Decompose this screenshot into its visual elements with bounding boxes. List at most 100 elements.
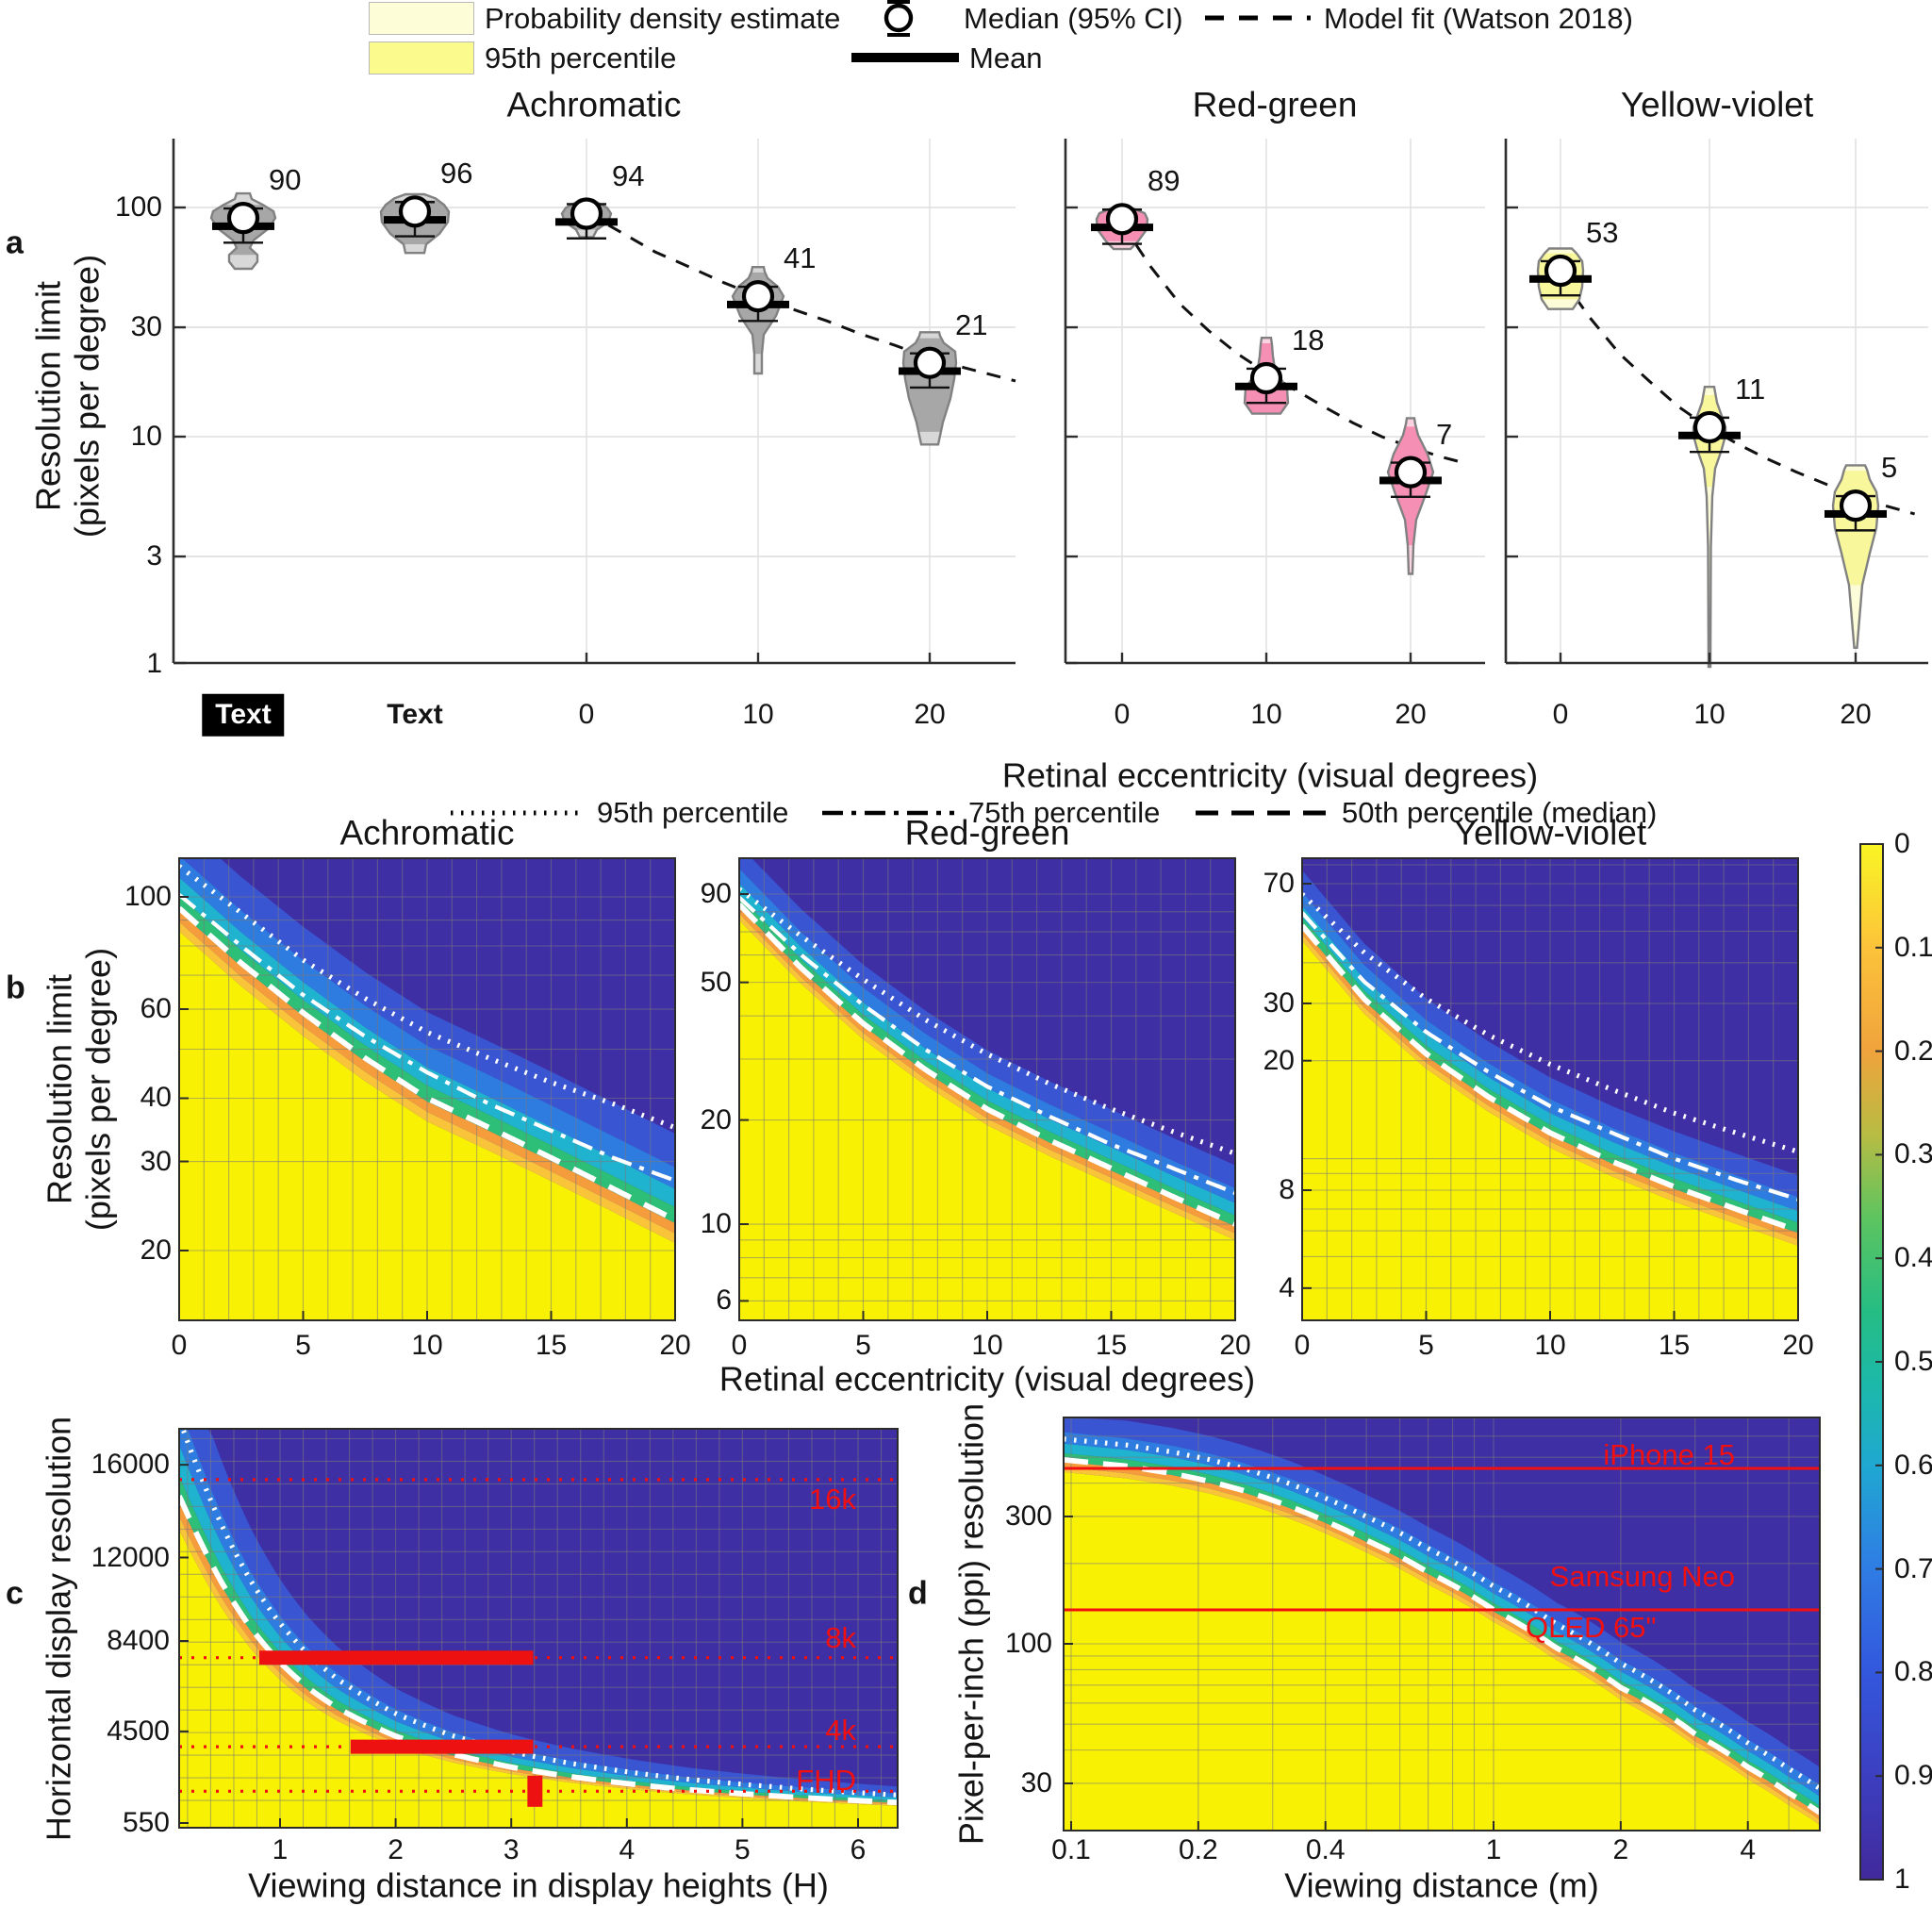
x-tick-label: 0 xyxy=(1114,698,1131,730)
violin-value-label: 96 xyxy=(440,157,473,191)
violin-value-label: 18 xyxy=(1292,323,1325,357)
heatmap-1 xyxy=(736,857,1237,1321)
gradient-band xyxy=(179,1445,898,1801)
x-tick-label: 0.4 xyxy=(1305,1833,1346,1865)
colorbar-tick-label: 0.3 xyxy=(1894,1138,1932,1170)
ref-label-iphone: iPhone 15 xyxy=(1603,1438,1735,1472)
ref-label-samsung-2: QLED 65" xyxy=(1526,1611,1657,1645)
median-marker xyxy=(1105,203,1139,236)
heatmap-2 xyxy=(1299,857,1799,1321)
x-tick-label: Text xyxy=(202,693,285,737)
x-tick-label: 5 xyxy=(855,1329,871,1361)
x-tick-label: 2 xyxy=(1612,1833,1629,1865)
x-tick-label: 10 xyxy=(1534,1329,1566,1361)
p95-swatch xyxy=(369,41,474,75)
violin-outline xyxy=(1831,464,1880,649)
x-tick-label: 20 xyxy=(1219,1329,1251,1361)
median-marker xyxy=(1249,361,1283,395)
colorbar-tick-label: 0.4 xyxy=(1894,1241,1932,1273)
x-tick-label: 20 xyxy=(659,1329,691,1361)
x-tick-label: 0 xyxy=(1552,698,1569,730)
y-tick-label: 300 xyxy=(1004,1500,1052,1532)
colorbar-tick-label: 0.1 xyxy=(1894,931,1932,963)
panel-a-title: Achromatic xyxy=(506,85,682,124)
median-marker xyxy=(1839,489,1873,522)
x-tick-label: 0.1 xyxy=(1051,1833,1091,1865)
y-tick-label: 4 xyxy=(1279,1271,1295,1303)
panel-b-xlabel: Retinal eccentricity (visual degrees) xyxy=(718,1359,1256,1399)
violin-value-label: 94 xyxy=(612,158,645,192)
x-tick-label: 6 xyxy=(850,1833,867,1865)
p75-curve xyxy=(177,893,676,1183)
x-tick-label: 1 xyxy=(272,1833,289,1865)
x-tick-label: 5 xyxy=(735,1833,751,1865)
legend-b-50th-label: 50th percentile (median) xyxy=(1342,796,1658,830)
y-tick-label: 4500 xyxy=(107,1715,170,1747)
legend-median-label: Median (95% CI) xyxy=(964,2,1183,36)
y-tick-label: 30 xyxy=(1020,1766,1052,1798)
violin-outline xyxy=(901,331,958,446)
y-tick-label: 30 xyxy=(130,310,162,342)
median-marker xyxy=(1693,410,1726,444)
median-marker xyxy=(1544,254,1577,288)
y-tick-label: 70 xyxy=(1263,867,1295,899)
violin-value-label: 7 xyxy=(1436,417,1453,451)
p50-curve xyxy=(1063,1457,1822,1815)
violin-outline xyxy=(1095,207,1149,251)
median-marker xyxy=(226,202,260,235)
legend-mean-label: Mean xyxy=(969,41,1043,75)
supra-threshold-region xyxy=(1064,1471,1820,1831)
violin-outline xyxy=(1386,417,1435,575)
violin-subplot-2 xyxy=(1504,139,1928,669)
x-tick-label: 5 xyxy=(295,1329,311,1361)
violin-value-label: 5 xyxy=(1881,451,1898,485)
panel-b-title: Red-green xyxy=(904,813,1070,853)
x-tick-label: Text xyxy=(387,698,443,730)
p75-curve xyxy=(1300,911,1799,1202)
panel-d-xlabel: Viewing distance (m) xyxy=(1284,1865,1599,1905)
panel-letter-c: c xyxy=(6,1575,24,1612)
y-tick-label: 100 xyxy=(1004,1627,1052,1659)
resolution-bar xyxy=(527,1775,543,1807)
x-tick-label: 20 xyxy=(914,698,946,730)
violin-value-label: 41 xyxy=(784,241,817,275)
x-tick-label: 10 xyxy=(1693,698,1726,730)
violin-value-label: 53 xyxy=(1586,216,1619,250)
median-marker xyxy=(570,197,603,230)
y-tick-label: 30 xyxy=(1263,986,1295,1019)
colorbar-tick-label: 1 xyxy=(1894,1863,1910,1895)
violin-value-label: 90 xyxy=(269,163,302,197)
y-tick-label: 60 xyxy=(140,992,172,1024)
x-tick-label: 0 xyxy=(171,1329,188,1361)
resolution-bar xyxy=(350,1739,534,1754)
legend-p95-label: 95th percentile xyxy=(485,41,677,75)
panel-a-xlabel: Retinal eccentricity (visual degrees) xyxy=(1001,755,1539,795)
y-tick-label: 6 xyxy=(716,1284,732,1317)
model-fit-curve xyxy=(586,211,1016,383)
legend-b-95th-label: 95th percentile xyxy=(597,796,789,830)
panel-b-ylabel: Resolution limit (pixels per degree) xyxy=(40,947,118,1232)
heatmap-d xyxy=(1063,1417,1822,1831)
x-tick-label: 4 xyxy=(1740,1833,1757,1865)
plot-frame xyxy=(1063,1417,1821,1831)
p95-curve xyxy=(1063,1436,1822,1791)
p75-curve xyxy=(737,896,1236,1195)
heatmap-0 xyxy=(177,857,677,1321)
panel-a-ylabel: Resolution limit (pixels per degree) xyxy=(28,254,107,539)
y-tick-label: 1 xyxy=(146,647,162,679)
panel-b-title: Achromatic xyxy=(339,813,515,853)
x-tick-label: 0 xyxy=(1294,1329,1311,1361)
x-tick-label: 2 xyxy=(388,1833,404,1865)
p50-curve xyxy=(736,902,1237,1227)
y-tick-label: 30 xyxy=(140,1145,172,1177)
median-marker xyxy=(398,195,432,228)
panel-b-title: Yellow-violet xyxy=(1453,813,1647,853)
legend-median-icon xyxy=(883,3,914,33)
y-tick-label: 20 xyxy=(1263,1044,1295,1076)
ref-label: FHD xyxy=(796,1764,856,1798)
median-marker xyxy=(1394,456,1428,489)
colorbar-tick-label: 0.8 xyxy=(1894,1656,1932,1688)
x-tick-label: 3 xyxy=(503,1833,520,1865)
violin-subplot-0 xyxy=(172,139,1016,665)
